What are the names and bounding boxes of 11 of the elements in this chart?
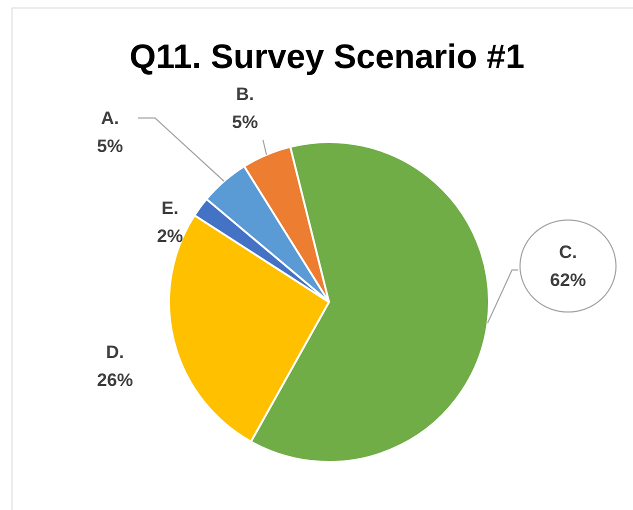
data-label: 26% xyxy=(96,370,134,390)
slice-label: A. xyxy=(101,108,119,128)
data-label: 62% xyxy=(550,270,586,290)
slice-label: D. xyxy=(106,342,124,362)
slice-label: C. xyxy=(559,242,577,262)
slice-label: E. xyxy=(161,198,179,218)
data-label: 5% xyxy=(96,136,124,156)
slice-label: B. xyxy=(236,84,254,104)
data-label: 2% xyxy=(156,226,184,246)
chart-title: Q11. Survey Scenario #1 xyxy=(129,38,525,76)
data-label: 5% xyxy=(232,112,258,132)
